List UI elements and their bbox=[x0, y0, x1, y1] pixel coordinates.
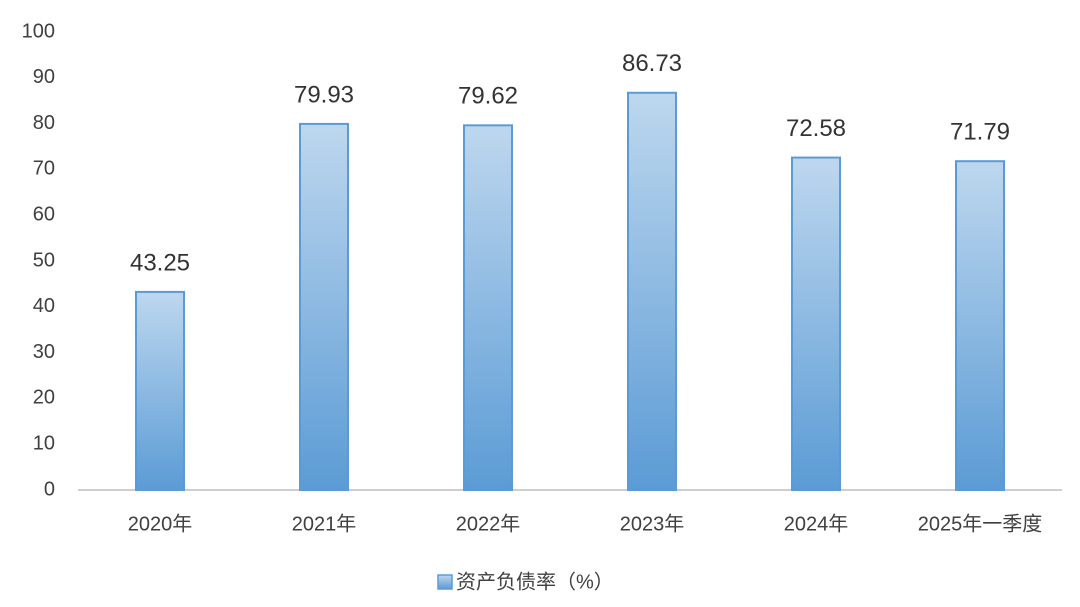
data-label: 79.93 bbox=[294, 81, 354, 108]
legend-label: 资产负债率（%） bbox=[456, 570, 614, 593]
x-tick-label: 2025年一季度 bbox=[918, 512, 1043, 535]
data-label: 79.62 bbox=[458, 83, 518, 110]
x-tick-label: 2024年 bbox=[784, 512, 849, 535]
x-tick-label: 2021年 bbox=[292, 512, 357, 535]
bar bbox=[299, 122, 349, 492]
data-label: 43.25 bbox=[130, 249, 190, 276]
y-tick-label: 70 bbox=[33, 158, 55, 180]
y-tick-label: 60 bbox=[33, 203, 55, 225]
y-tick-label: 50 bbox=[33, 249, 55, 271]
y-tick-label: 0 bbox=[44, 478, 55, 500]
bar bbox=[463, 124, 513, 492]
data-label: 71.79 bbox=[950, 119, 1010, 146]
bar bbox=[791, 156, 841, 492]
y-tick-label: 80 bbox=[33, 112, 55, 134]
x-tick-label: 2022年 bbox=[456, 512, 521, 535]
bar bbox=[627, 91, 677, 491]
y-tick-label: 20 bbox=[33, 387, 55, 409]
y-tick-label: 40 bbox=[33, 295, 55, 317]
data-label: 86.73 bbox=[622, 50, 682, 77]
y-tick-label: 100 bbox=[22, 20, 55, 42]
x-tick-label: 2023年 bbox=[620, 512, 685, 535]
data-label: 72.58 bbox=[786, 115, 846, 142]
bar bbox=[955, 160, 1005, 491]
y-tick-label: 30 bbox=[33, 341, 55, 363]
legend-swatch bbox=[437, 574, 453, 590]
y-tick-label: 90 bbox=[33, 66, 55, 88]
y-tick-label: 10 bbox=[33, 432, 55, 454]
x-tick-label: 2020年 bbox=[128, 512, 193, 535]
bar bbox=[135, 290, 185, 492]
